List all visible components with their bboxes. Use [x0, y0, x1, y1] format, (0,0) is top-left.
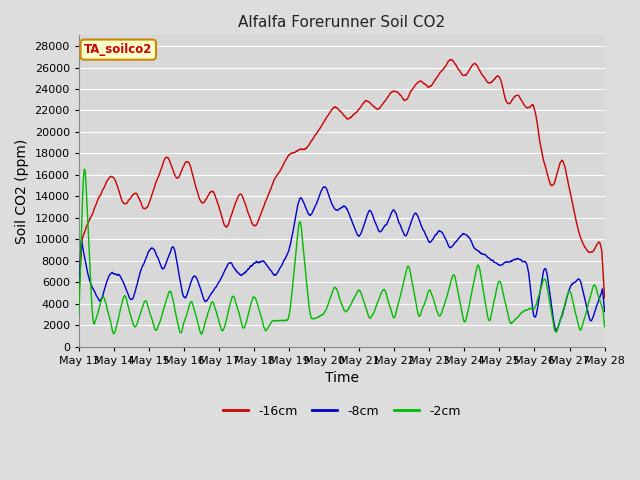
-8cm	[318, 186, 326, 192]
-16cm	[298, 147, 306, 153]
Title: Alfalfa Forerunner Soil CO2: Alfalfa Forerunner Soil CO2	[238, 15, 445, 30]
-2cm	[319, 312, 327, 317]
-16cm	[137, 200, 145, 205]
-16cm	[116, 190, 124, 196]
-16cm	[75, 293, 83, 299]
-2cm	[310, 316, 317, 322]
-8cm	[137, 267, 145, 273]
-2cm	[299, 238, 307, 244]
-16cm	[318, 121, 326, 127]
-8cm	[298, 196, 306, 202]
Legend: -16cm, -8cm, -2cm: -16cm, -8cm, -2cm	[218, 400, 465, 423]
-16cm	[309, 136, 317, 142]
-2cm	[601, 324, 609, 330]
-8cm	[116, 272, 124, 278]
Y-axis label: Soil CO2 (ppm): Soil CO2 (ppm)	[15, 138, 29, 244]
-8cm	[374, 227, 382, 232]
-2cm	[81, 166, 88, 172]
Line: -2cm: -2cm	[79, 169, 605, 334]
-2cm	[116, 309, 124, 314]
-8cm	[309, 209, 317, 215]
-16cm	[374, 106, 382, 112]
X-axis label: Time: Time	[324, 372, 358, 385]
-8cm	[601, 309, 609, 314]
-8cm	[552, 327, 560, 333]
-16cm	[447, 57, 454, 62]
-16cm	[601, 295, 609, 301]
-2cm	[375, 297, 383, 302]
Line: -16cm: -16cm	[79, 60, 605, 298]
-2cm	[138, 309, 145, 314]
Line: -8cm: -8cm	[79, 187, 605, 330]
Text: TA_soilco2: TA_soilco2	[84, 43, 152, 56]
-2cm	[75, 312, 83, 318]
-8cm	[75, 287, 83, 293]
-2cm	[197, 331, 205, 337]
-8cm	[321, 184, 328, 190]
